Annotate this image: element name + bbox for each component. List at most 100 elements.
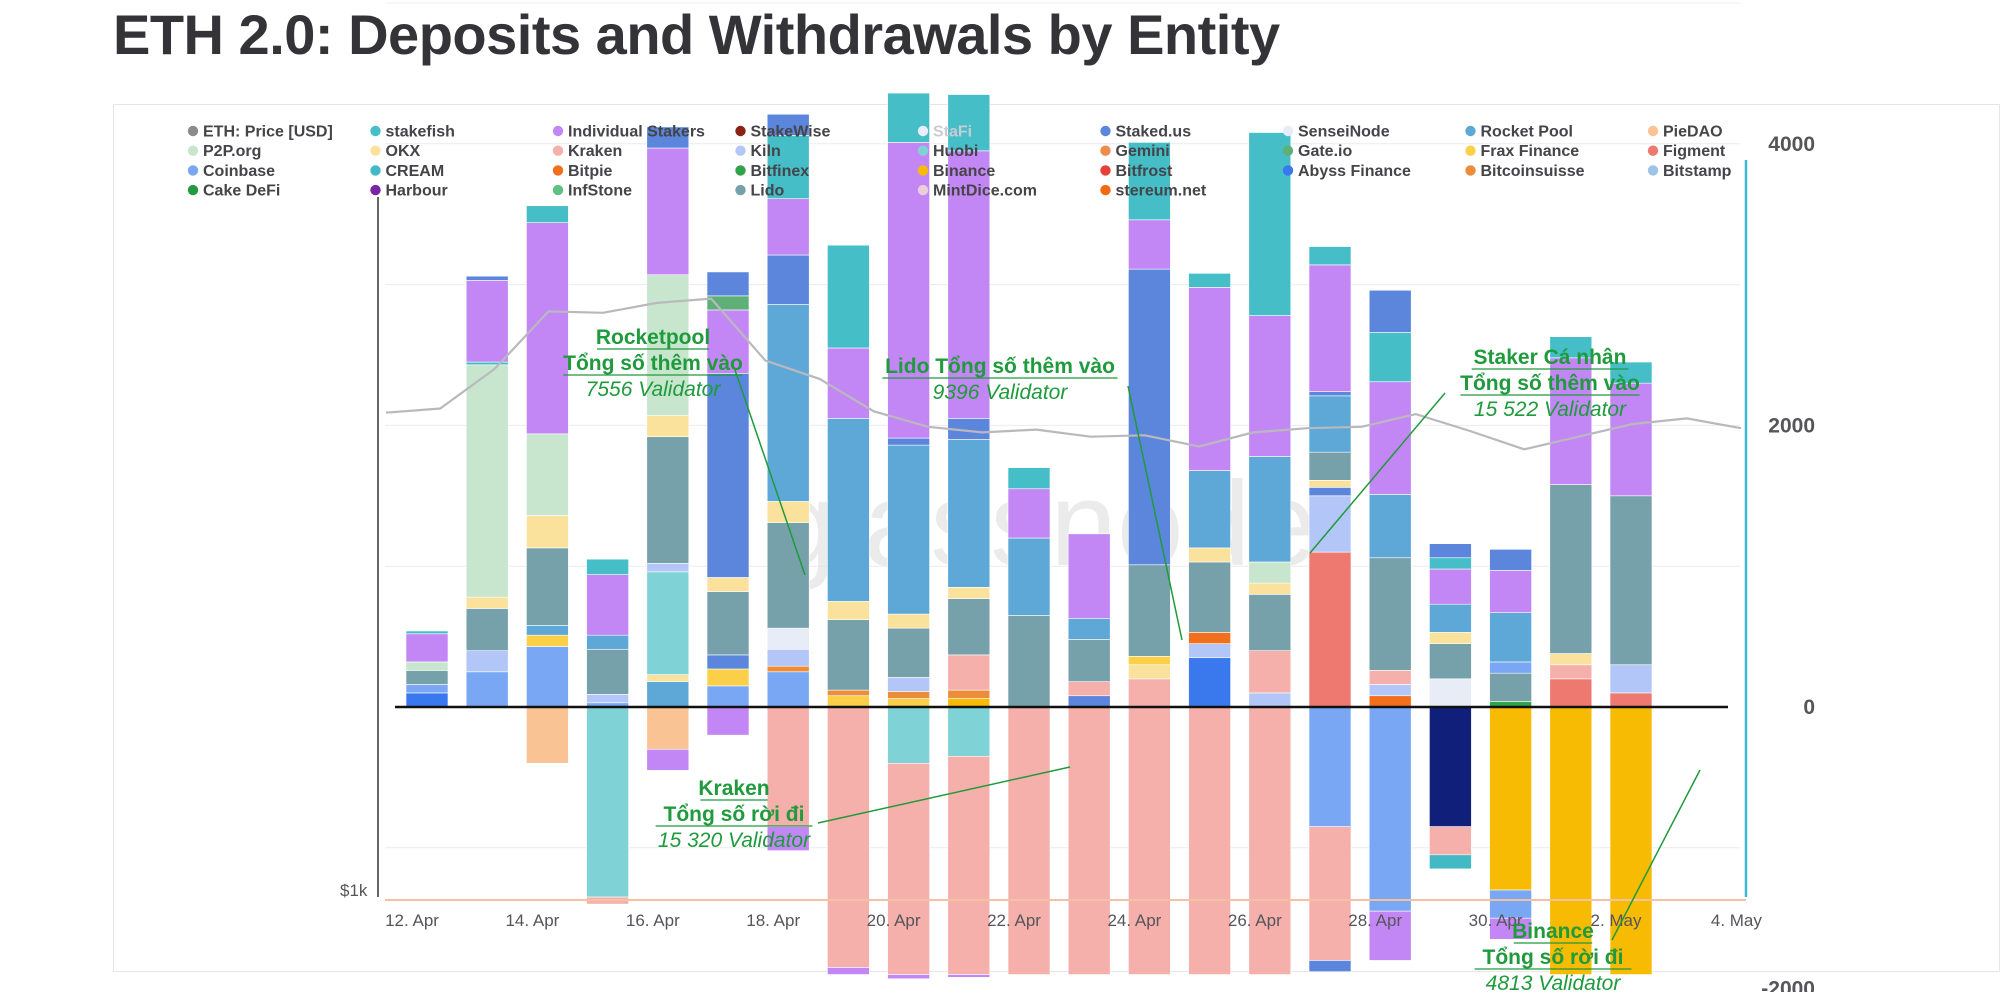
bar-segment-okx	[827, 601, 870, 621]
bar-segment-rocket-pool	[1007, 537, 1051, 616]
bar-segment-coinbase	[706, 685, 750, 708]
bar-segment-rocket-pool	[1308, 395, 1352, 453]
bar-segment-lido	[1609, 495, 1653, 666]
bar-stack	[1128, 142, 1171, 975]
bar-segment-lido	[646, 436, 690, 564]
bar-segment-kiln	[1609, 664, 1653, 694]
bar-stack	[947, 94, 991, 978]
bar-stack	[465, 275, 509, 708]
bar-stack	[1368, 289, 1412, 961]
annotation-value: 9396 Validator	[933, 381, 1069, 404]
bar-segment-kraken	[1248, 650, 1292, 694]
bar-segment-p2p-org	[1248, 561, 1292, 584]
bar-segment-okx	[887, 613, 930, 629]
bar-segment-rocket-pool	[1188, 470, 1231, 549]
bar-segment-staked-us	[887, 437, 930, 446]
bar-segment-individual-stakers	[1549, 357, 1593, 485]
bar-segment-p2p-org	[526, 433, 569, 516]
bar-segment-kiln	[1248, 692, 1292, 708]
bar-segment-lido	[465, 608, 509, 651]
annotation-leader-line	[1611, 769, 1701, 941]
bar-segment-staked-us	[1067, 695, 1111, 708]
legend-label-cake-defi: Cake DeFi	[203, 183, 280, 200]
bar-segment-kiln	[1368, 684, 1412, 697]
bar-segment-stakefish	[1308, 246, 1352, 266]
bar-segment-kiln	[766, 648, 810, 667]
legend-dot-piedao	[1647, 125, 1659, 137]
annotation-title: Binance	[1512, 920, 1594, 943]
bar-segment-individual-stakers	[827, 347, 870, 419]
annotation-leader-line	[1127, 385, 1183, 641]
bar-segment-stakefish	[1188, 273, 1231, 288]
x-axis-ticks: 12. Apr 14. Apr 16. Apr 18. Apr 20. Apr 22. A…	[385, 911, 1762, 930]
bar-segment-okx	[1248, 582, 1292, 595]
legend-label-coinbase: Coinbase	[203, 163, 275, 180]
bar-segment-bitpie	[1188, 632, 1231, 644]
bar-segment-kiln	[465, 650, 509, 673]
bar-segment-huobi	[887, 706, 930, 764]
bar-segment-individual-stakers	[1429, 568, 1472, 605]
bar-segment-binance	[947, 698, 991, 708]
bar-segment-staked-us	[465, 275, 509, 281]
bar-segment-okx	[646, 674, 690, 682]
price-layer	[385, 297, 1742, 451]
annotation: Staker Cá nhân Tổng số thêm vào 15 522 Val…	[1309, 346, 1640, 554]
bar-segment-okx	[1429, 632, 1472, 644]
bar-segment-huobi	[646, 571, 690, 675]
bar-segment-staked-us	[766, 254, 810, 305]
legend-dot-eth-price-usd	[187, 125, 199, 137]
bar-stack	[887, 92, 930, 980]
legend-label-bitpie: Bitpie	[568, 163, 613, 180]
legend-label-stafi: StaFi	[933, 124, 972, 141]
bar-segment-individual-stakers	[766, 198, 810, 256]
legend-label-gate-io: Gate.io	[1298, 143, 1352, 160]
bar-segment-lido	[1549, 484, 1593, 654]
bar-segment-abyss-finance	[405, 692, 449, 708]
bar-stack	[827, 244, 870, 975]
x-tick-label: 20. Apr	[867, 911, 921, 930]
bar-segment-piedao	[646, 706, 690, 750]
legend-label-bitfrost: Bitfrost	[1116, 163, 1174, 180]
x-tick-label: 26. Apr	[1228, 911, 1282, 930]
x-tick-label: 18. Apr	[746, 911, 800, 930]
bar-segment-rocket-pool	[1429, 603, 1472, 633]
bar-segment-kiln	[887, 677, 930, 692]
bar-segment-staked-us	[706, 373, 750, 578]
bar-segment-figment	[1549, 678, 1593, 708]
bar-stack	[1308, 246, 1352, 973]
bar-segment-frax-finance	[706, 668, 750, 687]
bar-stack	[1609, 361, 1653, 975]
legend-dot-abyss-finance	[1282, 165, 1294, 176]
bar-stack	[405, 630, 449, 708]
legend-dot-senseinode	[1282, 125, 1294, 137]
legend-label-stakewise: StakeWise	[751, 124, 831, 141]
legend-dot-bitpie	[552, 165, 564, 176]
page-title: ETH 2.0: Deposits and Withdrawals by Ent…	[113, 3, 1280, 66]
bar-segment-individual-stakers	[827, 967, 870, 975]
bar-segment-staked-us	[1489, 549, 1532, 571]
bar-segment-lido	[405, 670, 449, 685]
annotation-value: 7556 Validator	[586, 378, 722, 401]
bar-segment-kraken	[1067, 706, 1111, 975]
bar-segment-huobi	[586, 706, 629, 898]
legend-dot-stakefish	[370, 125, 381, 137]
bar-segment-okx	[947, 587, 991, 599]
legend-dot-bitcoinsuisse	[1465, 165, 1476, 176]
legend-dot-okx	[370, 145, 381, 156]
legend-label-harbour: Harbour	[386, 183, 448, 200]
bar-segment-kraken	[887, 763, 930, 975]
bar-stack	[1067, 533, 1111, 975]
bar-segment-lido	[1489, 672, 1532, 702]
bar-segment-coinbase	[405, 684, 449, 694]
bar-segment-lido	[947, 598, 991, 656]
legend-dot-bitfrost	[1100, 165, 1111, 176]
y-tick-label: 2000	[1768, 414, 1815, 437]
eth-price-line	[385, 297, 1742, 451]
bar-segment-individual-stakers	[947, 150, 991, 419]
legend-label-piedao: PieDAO	[1663, 124, 1723, 141]
bar-segment-stakefish	[586, 558, 629, 575]
bar-stack	[766, 113, 810, 851]
bar-segment-staked-us	[706, 271, 750, 297]
bar-segment-rocket-pool	[766, 304, 810, 502]
bar-segment-okx	[646, 415, 690, 437]
